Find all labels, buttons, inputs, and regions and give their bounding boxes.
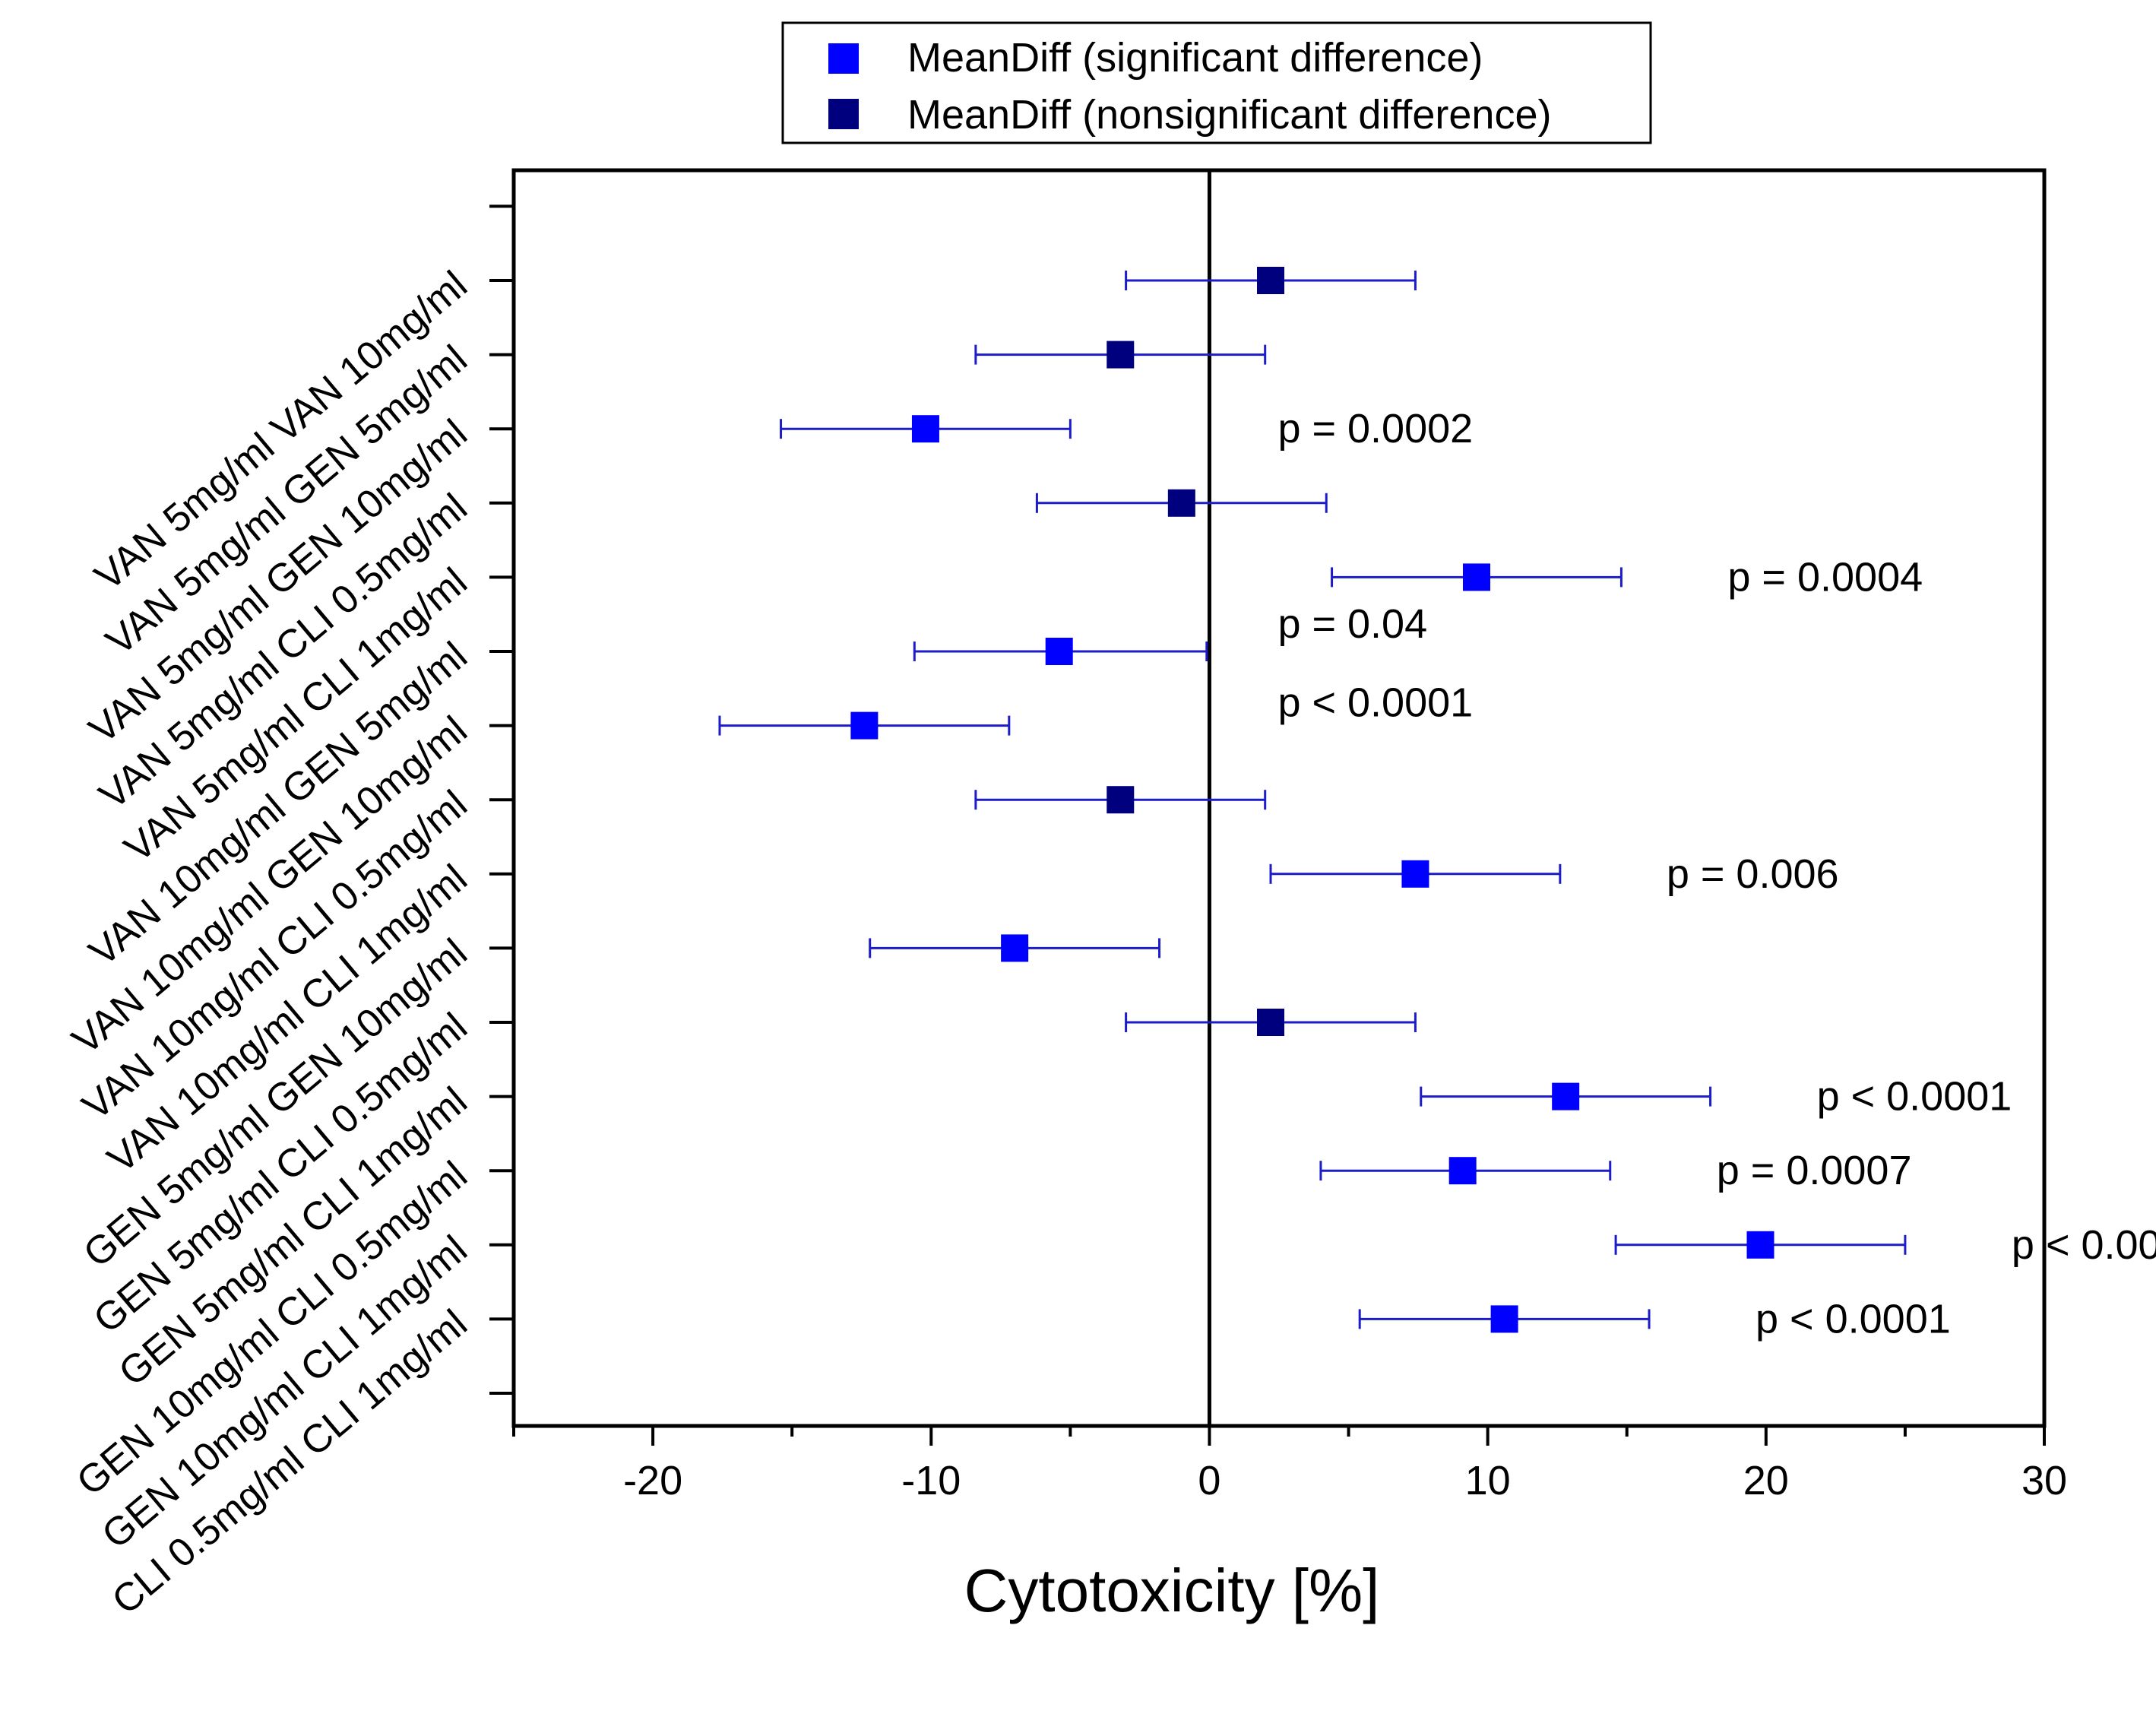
p-value-label: p < 0.0001: [1756, 1296, 1951, 1342]
legend-swatch-nonsignificant: [828, 99, 859, 129]
marker-nonsignificant: [1257, 267, 1285, 294]
x-tick-label: 10: [1465, 1458, 1511, 1503]
p-value-label: p = 0.04: [1277, 601, 1427, 647]
p-value-label: p = 0.0007: [1717, 1148, 1912, 1193]
x-tick-label: -20: [623, 1458, 682, 1503]
p-value-label: p = 0.0004: [1727, 554, 1923, 600]
x-axis-title: Cytotoxicity [%]: [964, 1557, 1380, 1624]
marker-significant: [911, 415, 939, 443]
p-value-label: p = 0.006: [1667, 851, 1839, 897]
marker-significant: [1401, 860, 1429, 888]
legend-label-significant: MeanDiff (significant difference): [907, 35, 1483, 81]
mean-markers: [850, 267, 1775, 1333]
y-axis-ticks: [489, 204, 514, 1395]
marker-nonsignificant: [1106, 786, 1135, 814]
marker-significant: [1462, 563, 1490, 591]
marker-significant: [1490, 1305, 1518, 1333]
x-tick-label: 0: [1198, 1458, 1220, 1503]
marker-nonsignificant: [1167, 489, 1195, 517]
p-value-label: p < 0.0001: [1277, 680, 1473, 726]
marker-nonsignificant: [1257, 1009, 1285, 1036]
legend-frame: [781, 21, 1652, 144]
legend-swatch-significant: [828, 43, 859, 74]
x-axis-ticks: [512, 1426, 2046, 1446]
marker-significant: [1001, 934, 1029, 962]
marker-significant: [850, 711, 879, 740]
x-axis-tick-labels: -20 -10 0 10 20 30: [623, 1458, 2067, 1503]
p-value-labels: p = 0.0002 p = 0.0004 p = 0.04 p < 0.0001 p …: [1277, 406, 2156, 1342]
p-value-label: p < 0.0001: [2012, 1222, 2156, 1268]
marker-significant: [1552, 1082, 1580, 1110]
marker-significant: [1045, 638, 1073, 665]
legend: MeanDiff (significant difference) MeanDi…: [781, 21, 1652, 144]
p-value-label: p = 0.0002: [1277, 406, 1473, 451]
marker-nonsignificant: [1106, 341, 1135, 369]
marker-significant: [1746, 1231, 1775, 1259]
legend-label-nonsignificant: MeanDiff (nonsignificant difference): [907, 92, 1551, 138]
x-tick-label: -10: [901, 1458, 961, 1503]
p-value-label: p < 0.0001: [1817, 1074, 2012, 1120]
x-tick-label: 30: [2021, 1458, 2067, 1503]
x-tick-label: 20: [1743, 1458, 1789, 1503]
marker-significant: [1448, 1157, 1477, 1185]
plot-frame: [511, 168, 2047, 1428]
